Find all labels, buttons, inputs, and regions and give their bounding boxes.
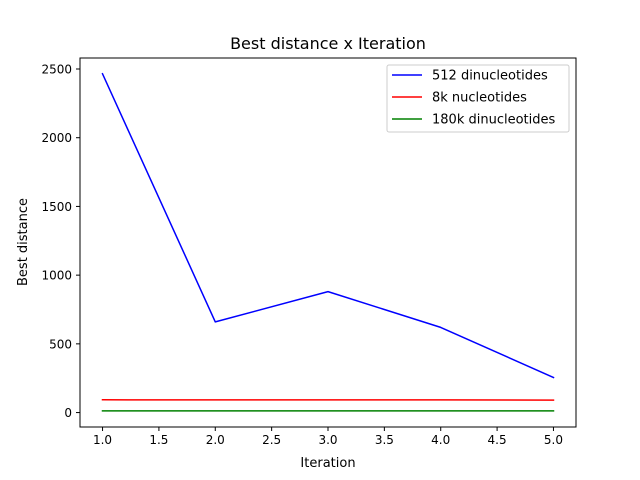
y-tick-label: 2000 (41, 131, 72, 145)
x-tick-label: 5.0 (544, 433, 563, 447)
y-tick-label: 0 (64, 406, 72, 420)
plot-lines (101, 72, 555, 412)
x-tick-label: 1.0 (93, 433, 112, 447)
x-axis-label: Iteration (300, 456, 355, 471)
y-tick-label: 1500 (41, 200, 72, 214)
x-tick-label: 1.5 (149, 433, 168, 447)
x-tick-label: 4.5 (488, 433, 507, 447)
x-tick-label: 3.0 (318, 433, 337, 447)
y-tick-label: 500 (49, 337, 72, 351)
y-tick-label: 1000 (41, 269, 72, 283)
legend-box (386, 64, 570, 133)
chart-title: Best distance x Iteration (230, 34, 426, 53)
y-axis-label: Best distance (16, 198, 31, 286)
series-line-1 (101, 72, 555, 379)
y-axis-ticks: 0 500 1000 1500 2000 2500 (41, 62, 80, 420)
legend-label: 180k dinucleotides (432, 113, 555, 128)
x-tick-label: 2.0 (206, 433, 225, 447)
legend: 512 dinucleotides 8k nucleotides 180k dinu… (386, 64, 570, 133)
x-axis-ticks: 1.0 1.5 2.0 2.5 3.0 3.5 4.0 4.5 5.0 (93, 427, 563, 447)
x-tick-label: 4.0 (431, 433, 450, 447)
legend-label: 512 dinucleotides (432, 69, 548, 84)
x-tick-label: 2.5 (262, 433, 281, 447)
legend-label: 8k nucleotides (432, 91, 527, 106)
y-tick-label: 2500 (41, 62, 72, 76)
x-tick-label: 3.5 (375, 433, 394, 447)
